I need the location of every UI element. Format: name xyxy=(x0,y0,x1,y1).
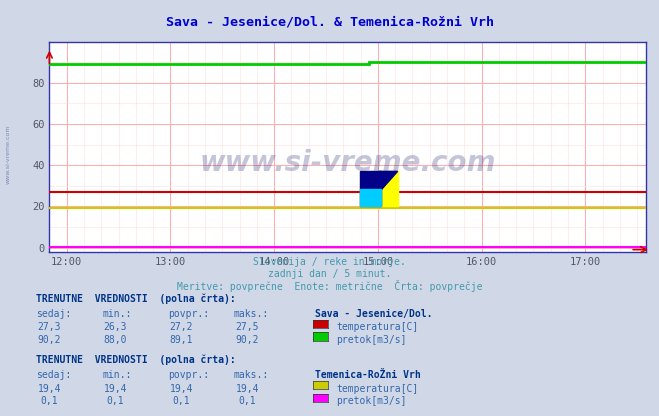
Text: 27,2: 27,2 xyxy=(169,322,193,332)
Text: 0,1: 0,1 xyxy=(173,396,190,406)
Text: 27,3: 27,3 xyxy=(38,322,61,332)
Text: 19,4: 19,4 xyxy=(103,384,127,394)
Text: maks.:: maks.: xyxy=(234,309,269,319)
Text: TRENUTNE  VREDNOSTI  (polna črta):: TRENUTNE VREDNOSTI (polna črta): xyxy=(36,293,236,304)
Text: www.si-vreme.com: www.si-vreme.com xyxy=(5,124,11,184)
Text: TRENUTNE  VREDNOSTI  (polna črta):: TRENUTNE VREDNOSTI (polna črta): xyxy=(36,354,236,365)
Text: povpr.:: povpr.: xyxy=(168,370,209,380)
Text: 89,1: 89,1 xyxy=(169,335,193,345)
Text: min.:: min.: xyxy=(102,309,132,319)
Bar xyxy=(360,171,380,206)
Text: 90,2: 90,2 xyxy=(38,335,61,345)
Text: 27,5: 27,5 xyxy=(235,322,259,332)
Text: 19,4: 19,4 xyxy=(38,384,61,394)
Text: 19,4: 19,4 xyxy=(169,384,193,394)
Text: 90,2: 90,2 xyxy=(235,335,259,345)
Text: pretok[m3/s]: pretok[m3/s] xyxy=(336,396,407,406)
Text: Slovenija / reke in morje.: Slovenija / reke in morje. xyxy=(253,257,406,267)
Text: Sava - Jesenice/Dol.: Sava - Jesenice/Dol. xyxy=(315,309,432,319)
Text: www.si-vreme.com: www.si-vreme.com xyxy=(200,149,496,178)
Text: Sava - Jesenice/Dol. & Temenica-Rožni Vrh: Sava - Jesenice/Dol. & Temenica-Rožni Vr… xyxy=(165,16,494,29)
Text: 0,1: 0,1 xyxy=(107,396,124,406)
Text: povpr.:: povpr.: xyxy=(168,309,209,319)
Text: Temenica-RoŽni Vrh: Temenica-RoŽni Vrh xyxy=(315,370,420,380)
Text: temperatura[C]: temperatura[C] xyxy=(336,322,418,332)
Text: Meritve: povprečne  Enote: metrične  Črta: povprečje: Meritve: povprečne Enote: metrične Črta:… xyxy=(177,280,482,292)
Bar xyxy=(360,171,397,206)
Text: 26,3: 26,3 xyxy=(103,322,127,332)
Text: min.:: min.: xyxy=(102,370,132,380)
Bar xyxy=(360,189,380,206)
Text: 19,4: 19,4 xyxy=(235,384,259,394)
Text: zadnji dan / 5 minut.: zadnji dan / 5 minut. xyxy=(268,269,391,279)
Text: temperatura[C]: temperatura[C] xyxy=(336,384,418,394)
Text: sedaj:: sedaj: xyxy=(36,309,71,319)
Text: sedaj:: sedaj: xyxy=(36,370,71,380)
Polygon shape xyxy=(379,171,397,192)
Text: 0,1: 0,1 xyxy=(239,396,256,406)
Text: maks.:: maks.: xyxy=(234,370,269,380)
Text: 88,0: 88,0 xyxy=(103,335,127,345)
Text: pretok[m3/s]: pretok[m3/s] xyxy=(336,335,407,345)
Text: 0,1: 0,1 xyxy=(41,396,58,406)
